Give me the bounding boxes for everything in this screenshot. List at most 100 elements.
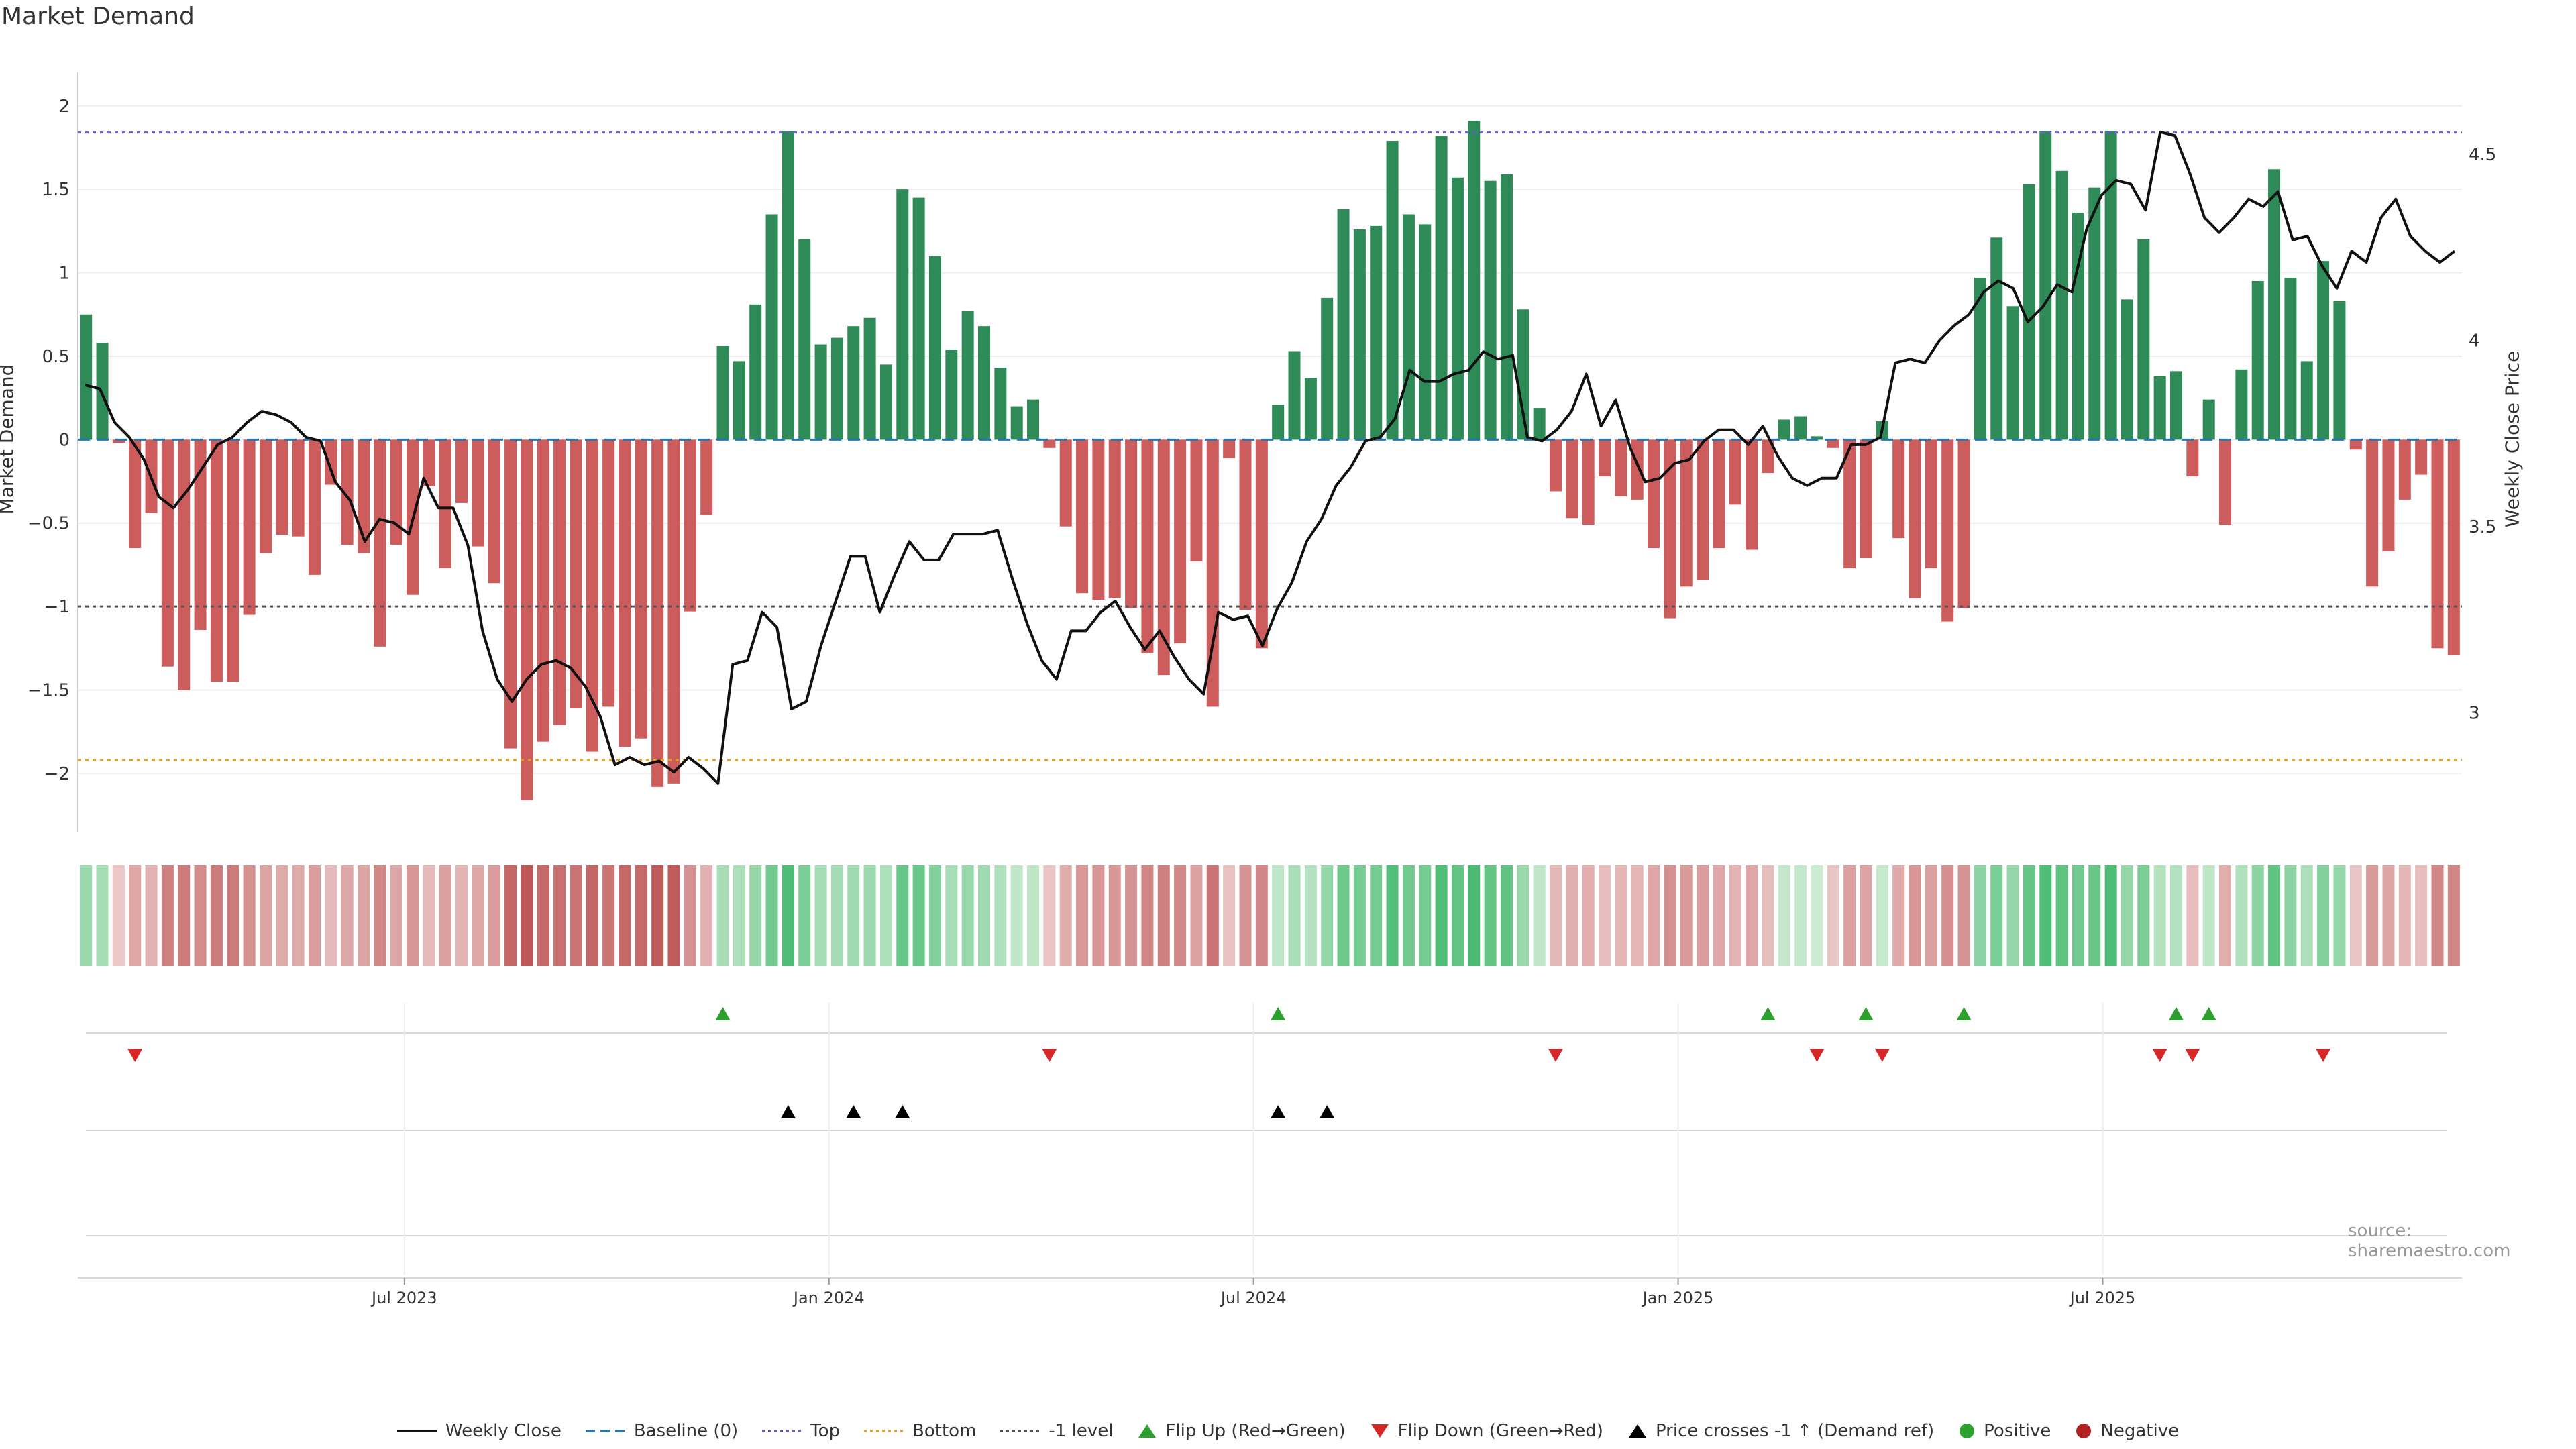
demand-bar [2121, 299, 2133, 440]
demand-bar [1827, 439, 1839, 448]
demand-bar [2170, 371, 2183, 440]
heat-cell [896, 865, 909, 966]
demand-bar [1419, 224, 1432, 440]
demand-bar [2300, 361, 2313, 440]
heat-cell [602, 865, 615, 966]
demand-bar [1435, 136, 1448, 440]
legend-baseline: Baseline (0) [585, 1421, 738, 1441]
demand-bar [276, 439, 288, 535]
demand-bar [2284, 278, 2297, 440]
heat-cell [1353, 865, 1366, 966]
heat-cell [2023, 865, 2035, 966]
demand-bar [1255, 439, 1268, 649]
price-cross-marker [1271, 1105, 1286, 1118]
heat-cell [1304, 865, 1317, 966]
price-cross-marker [846, 1105, 861, 1118]
demand-bar [733, 361, 745, 440]
y-tick-label: −2 [44, 764, 70, 784]
legend-label: Positive [1984, 1421, 2051, 1441]
demand-bar [292, 439, 305, 537]
heat-cell [2202, 865, 2215, 966]
y-tick-label: 1.5 [42, 180, 70, 200]
heat-cell [2006, 865, 2019, 966]
heat-cell [1206, 865, 1219, 966]
demand-bar [1549, 439, 1562, 492]
demand-bar [537, 439, 549, 742]
flip-up-marker [2169, 1007, 2184, 1020]
heat-cell [2431, 865, 2444, 966]
heat-cell [945, 865, 958, 966]
demand-bar [1746, 439, 1758, 550]
demand-bar [1157, 439, 1170, 676]
demand-bar [1108, 439, 1121, 598]
x-tick-label: Jul 2023 [370, 1289, 437, 1307]
demand-bar [161, 439, 174, 667]
demand-bar [1794, 416, 1807, 440]
demand-bar [2398, 439, 2411, 500]
y-tick-label: −1 [44, 597, 70, 617]
heat-cell [700, 865, 713, 966]
heat-cell [684, 865, 696, 966]
flip-up-marker [1956, 1007, 1972, 1020]
heat-cell [586, 865, 598, 966]
demand-bar [684, 439, 696, 612]
demand-bar [1076, 439, 1089, 594]
demand-bar [765, 214, 778, 440]
demand-bar [1533, 408, 1546, 440]
flip-down-marker [1809, 1049, 1825, 1062]
heat-cell [978, 865, 991, 966]
heat-cell [1517, 865, 1529, 966]
heat-cell [1239, 865, 1252, 966]
heat-cell [243, 865, 256, 966]
demand-bar [635, 439, 647, 739]
heat-cell [2072, 865, 2084, 966]
heat-cell [1370, 865, 1383, 966]
heat-cell [2251, 865, 2264, 966]
y2-tick-label: 3 [2469, 703, 2480, 723]
heat-cell [1010, 865, 1023, 966]
demand-bar [1648, 439, 1660, 549]
heat-cell [830, 865, 843, 966]
flip-down-marker [1042, 1049, 1057, 1062]
demand-bar [928, 256, 941, 440]
demand-bar [227, 439, 239, 682]
demand-bar [814, 344, 827, 440]
demand-bar [863, 317, 876, 440]
heat-cell [1941, 865, 1954, 966]
heat-cell [994, 865, 1007, 966]
heat-cell [570, 865, 582, 966]
demand-bar [1566, 439, 1578, 519]
demand-bar [2382, 439, 2395, 552]
demand-bar [1599, 439, 1611, 477]
demand-bar [1288, 351, 1301, 440]
heat-cell [1451, 865, 1464, 966]
heat-cell [879, 865, 892, 966]
heat-cell [2137, 865, 2150, 966]
heat-cell [112, 865, 125, 966]
flip-down-marker [2185, 1049, 2200, 1062]
heat-cell [1599, 865, 1611, 966]
legend-label: Negative [2100, 1421, 2180, 1441]
heat-cell [1794, 865, 1807, 966]
heat-cell [390, 865, 402, 966]
heat-cell [1092, 865, 1105, 966]
heat-cell [504, 865, 517, 966]
legend-label: Top [810, 1421, 841, 1441]
heat-cell [619, 865, 631, 966]
demand-bar [1223, 439, 1236, 458]
heat-cell [292, 865, 305, 966]
demand-bar [782, 131, 794, 440]
heat-cell [1043, 865, 1056, 966]
flip-down-marker [127, 1049, 143, 1062]
demand-bar [798, 239, 811, 440]
demand-bar [1762, 439, 1774, 474]
heat-cell [814, 865, 827, 966]
heat-cell [782, 865, 794, 966]
heat-cell [1811, 865, 1823, 966]
heat-cell [961, 865, 974, 966]
x-tick-label: Jul 2025 [2069, 1289, 2136, 1307]
heat-cell [1255, 865, 1268, 966]
demand-bar [488, 439, 500, 584]
legend-minus-one: -1 level [1000, 1421, 1113, 1441]
